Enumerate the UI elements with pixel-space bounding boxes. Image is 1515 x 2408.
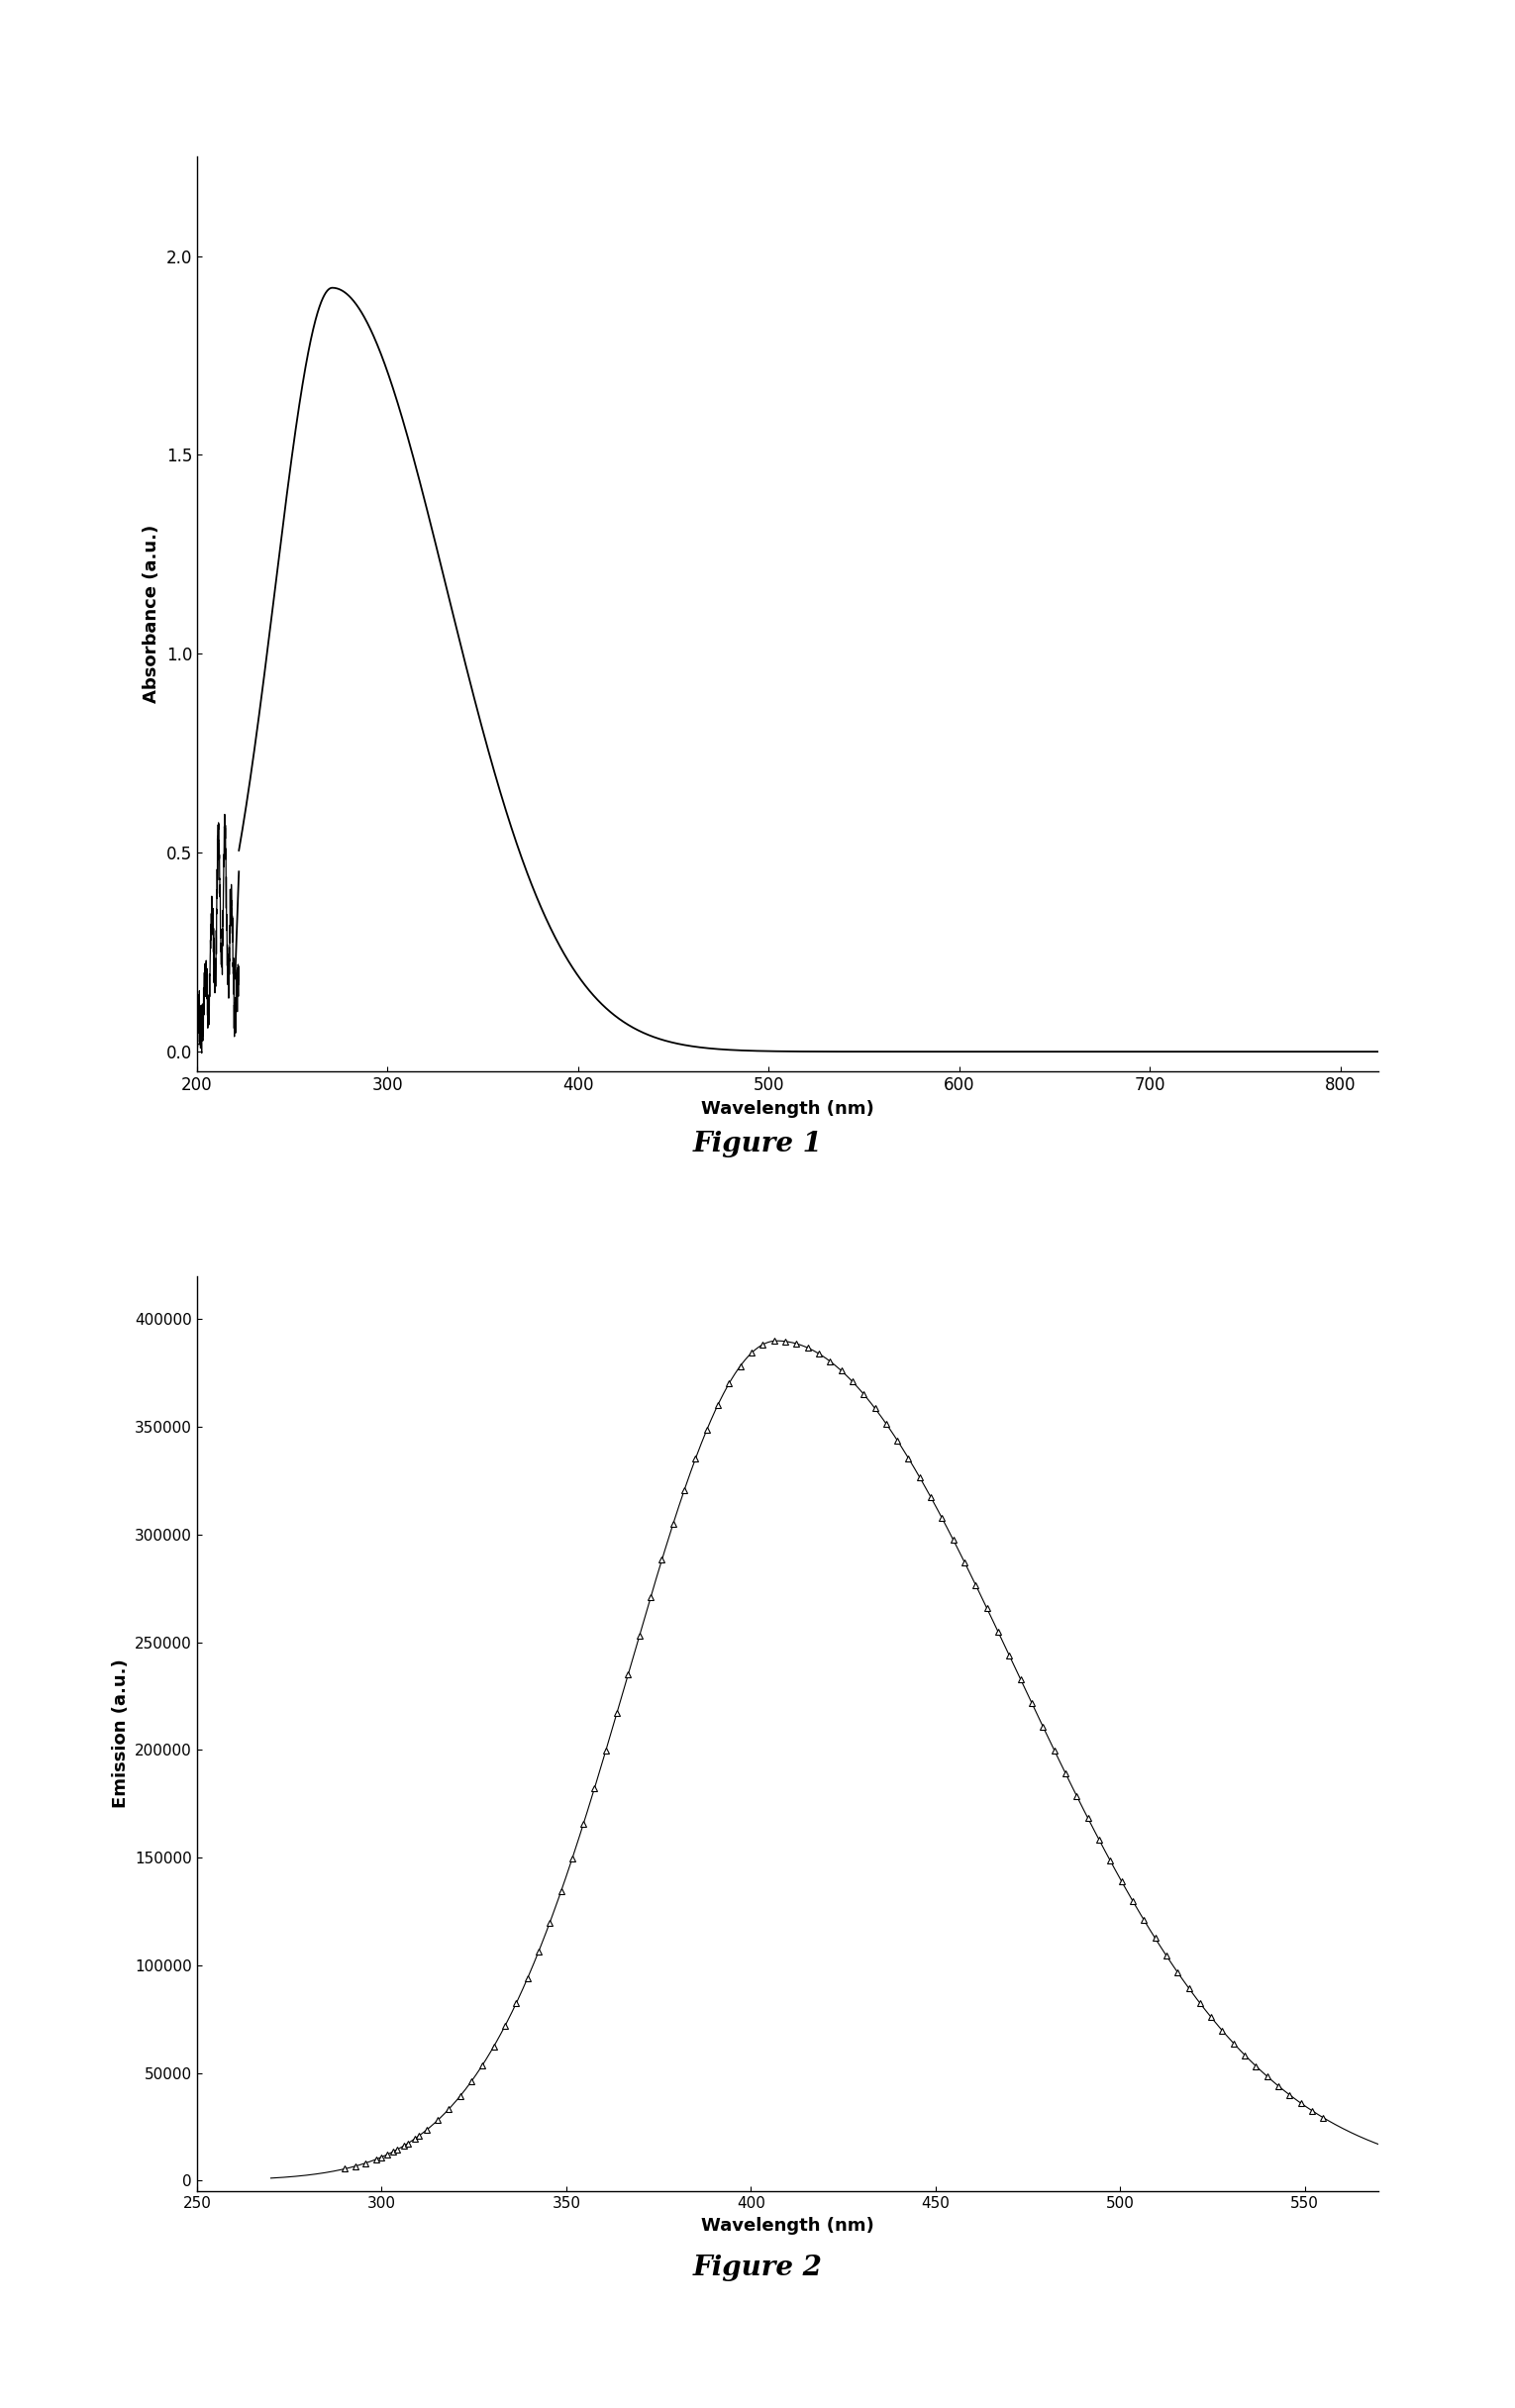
Text: Figure 1: Figure 1 [692, 1129, 823, 1158]
Y-axis label: Absorbance (a.u.): Absorbance (a.u.) [142, 525, 161, 703]
X-axis label: Wavelength (nm): Wavelength (nm) [701, 2215, 874, 2235]
Text: Figure 2: Figure 2 [692, 2254, 823, 2283]
X-axis label: Wavelength (nm): Wavelength (nm) [701, 1100, 874, 1117]
Y-axis label: Emission (a.u.): Emission (a.u.) [112, 1659, 129, 1808]
